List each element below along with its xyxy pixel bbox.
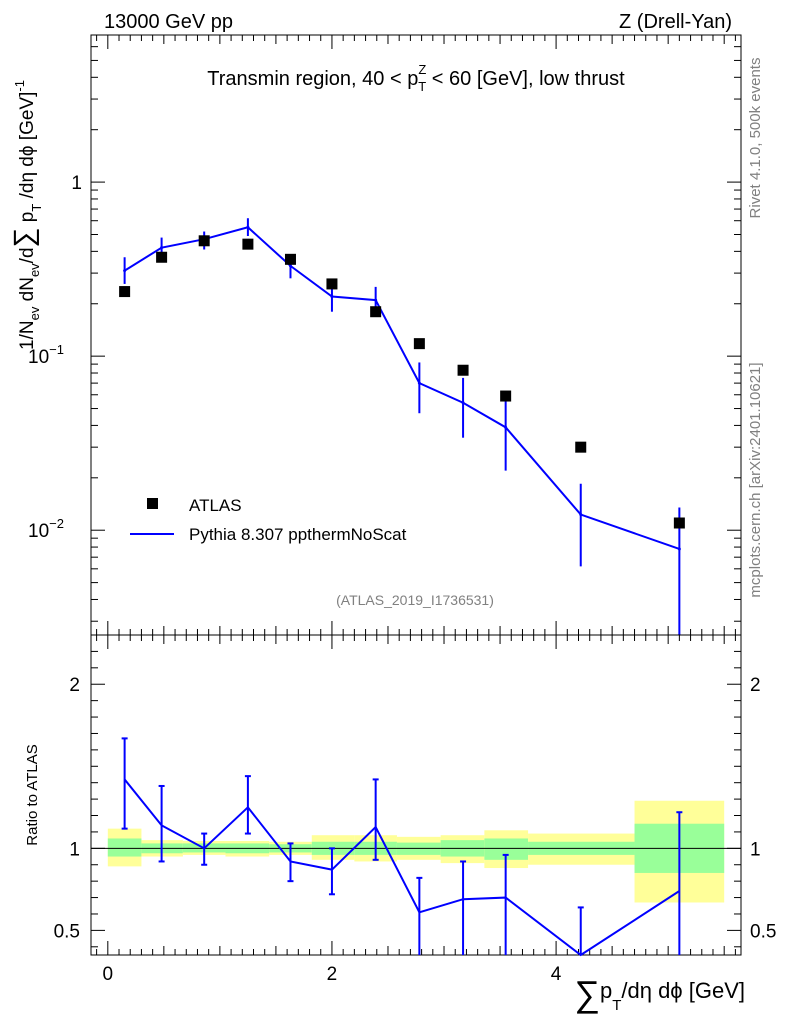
pythia-point bbox=[288, 264, 292, 268]
main-plot-ticks bbox=[91, 34, 741, 635]
legend: ATLAS Pythia 8.307 ppthermNoScat bbox=[130, 496, 407, 544]
ratio-y-tick-label-right: 0.5 bbox=[750, 921, 776, 942]
mcplots-credit-label: mcplots.cern.ch [arXiv:2401.10621] bbox=[747, 362, 764, 597]
x-tick-labels: 0 2 4 bbox=[103, 964, 562, 985]
atlas-data-point bbox=[500, 390, 512, 402]
ratio-y-tick-label-left: 2 bbox=[69, 675, 80, 696]
main-plot-frame bbox=[90, 34, 742, 636]
ratio-plot-marks bbox=[121, 737, 683, 957]
atlas-data-point bbox=[156, 251, 168, 263]
atlas-data-point bbox=[326, 278, 338, 290]
ratio-plot-ticks bbox=[91, 635, 741, 955]
pythia-point bbox=[123, 269, 127, 273]
pythia-point bbox=[246, 225, 250, 229]
ratio-band-inner bbox=[484, 838, 529, 860]
y-axis-label-ratio: Ratio to ATLAS bbox=[24, 744, 41, 845]
y-tick-label-0.1: 10−1 bbox=[28, 342, 64, 368]
ratio-y-tick-label-right: 1 bbox=[750, 839, 761, 860]
legend-atlas-label: ATLAS bbox=[189, 496, 242, 515]
atlas-data-point bbox=[413, 338, 425, 350]
y-axis-label-top: 1/Nev dNev/d∑ pT /dη dϕ [GeV]-1 bbox=[8, 80, 44, 350]
pythia-point bbox=[504, 425, 508, 429]
ratio-uncertainty-bands bbox=[91, 800, 741, 903]
atlas-data-point bbox=[370, 306, 382, 318]
main-plot-marks bbox=[119, 218, 685, 635]
ratio-y-tick-labels: 0.5 0.5 1 1 2 2 bbox=[54, 675, 777, 942]
pythia-line bbox=[124, 226, 680, 550]
pythia-point bbox=[330, 295, 334, 299]
ratio-band-inner bbox=[107, 838, 142, 857]
header-collider: 13000 GeV pp bbox=[104, 11, 233, 33]
y-tick-label-0.01: 10−2 bbox=[28, 516, 64, 542]
x-tick-label: 4 bbox=[551, 964, 562, 985]
chart-title: Transmin region, 40 < pZ T < 60 [GeV], lo… bbox=[207, 62, 625, 94]
y-tick-labels-top: 1 10−1 10−2 bbox=[28, 173, 82, 542]
header-process: Z (Drell-Yan) bbox=[619, 11, 732, 33]
legend-atlas-marker bbox=[147, 498, 158, 509]
y-tick-label-1: 1 bbox=[71, 173, 82, 194]
ratio-plot-frame bbox=[90, 634, 742, 956]
ratio-plot-panel: Ratio to ATLAS 0.5 0.5 1 1 2 2 bbox=[24, 634, 777, 957]
ratio-y-tick-label-left: 0.5 bbox=[54, 921, 80, 942]
ratio-y-tick-label-left: 1 bbox=[69, 839, 80, 860]
atlas-data-point bbox=[575, 441, 587, 453]
atlas-data-point bbox=[242, 238, 254, 250]
ratio-line bbox=[123, 778, 680, 957]
atlas-data-point bbox=[198, 235, 210, 247]
atlas-data-point bbox=[673, 517, 685, 529]
pythia-point bbox=[461, 401, 465, 405]
atlas-data-point bbox=[284, 253, 296, 265]
x-axis-label: ∑pT/dη dϕ [GeV] bbox=[574, 973, 745, 1014]
analysis-id-label: (ATLAS_2019_I1736531) bbox=[336, 592, 494, 608]
pythia-point bbox=[160, 246, 164, 250]
legend-pythia-label: Pythia 8.307 ppthermNoScat bbox=[189, 525, 407, 544]
x-tick-label: 0 bbox=[103, 964, 114, 985]
pythia-point bbox=[417, 381, 421, 385]
atlas-data-point bbox=[457, 364, 469, 376]
pythia-point bbox=[677, 547, 681, 551]
x-tick-label: 2 bbox=[327, 964, 338, 985]
main-plot-panel: Transmin region, 40 < pZ T < 60 [GeV], lo… bbox=[8, 34, 742, 636]
atlas-data-point bbox=[119, 286, 131, 298]
pythia-point bbox=[579, 513, 583, 517]
pythia-point bbox=[374, 298, 378, 302]
ratio-y-tick-label-right: 2 bbox=[750, 675, 761, 696]
rivet-version-label: Rivet 4.1.0, 500k events bbox=[747, 58, 764, 219]
